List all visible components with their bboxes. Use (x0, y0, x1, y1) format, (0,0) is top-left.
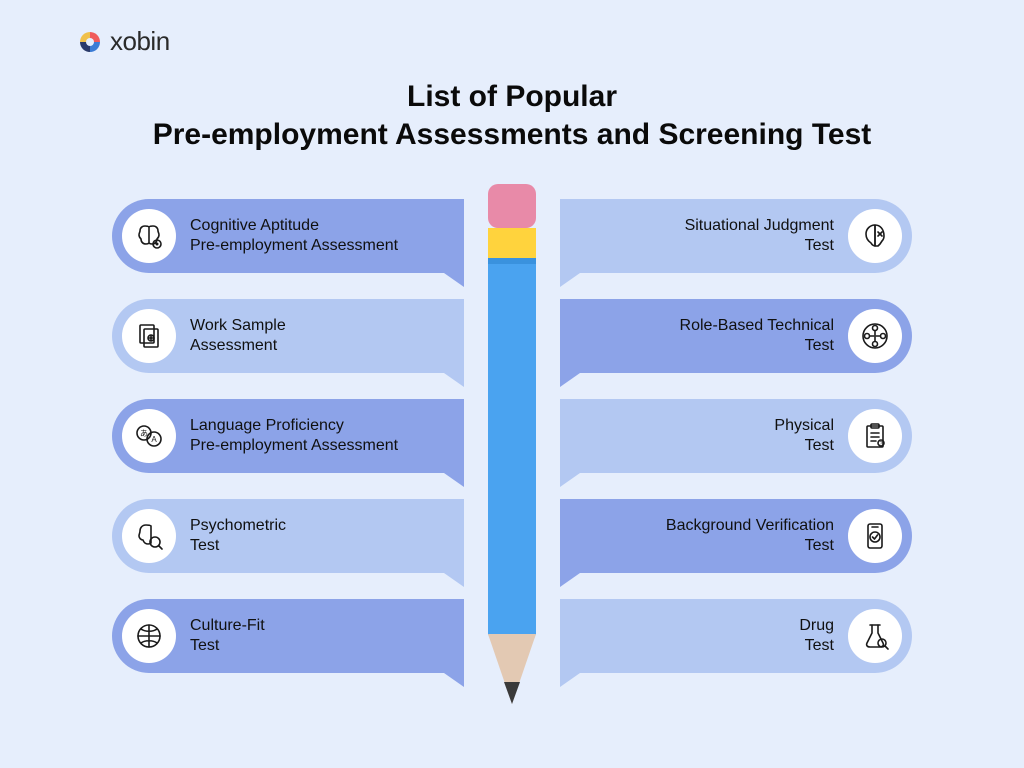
pill-label: Background VerificationTest (666, 516, 834, 556)
speech-tail (444, 673, 464, 687)
speech-tail (444, 473, 464, 487)
language-icon: あA (122, 409, 176, 463)
pill-label: DrugTest (799, 616, 834, 656)
speech-tail (560, 473, 580, 487)
speech-tail (444, 273, 464, 287)
logo-mark-icon (78, 30, 102, 54)
brain-icon (122, 209, 176, 263)
phone-check-icon (848, 509, 902, 563)
speech-tail (444, 373, 464, 387)
pencil-icon (484, 184, 540, 714)
clipboard-icon: ? (848, 409, 902, 463)
speech-tail (560, 273, 580, 287)
lab-icon (848, 609, 902, 663)
brain-search-icon (122, 509, 176, 563)
left-pill-4: Culture-FitTest (112, 599, 464, 673)
svg-text:?: ? (880, 441, 883, 447)
title-line-1: List of Popular (407, 80, 617, 113)
pill-label: Work SampleAssessment (190, 316, 286, 356)
right-pill-0: Situational JudgmentTest (560, 199, 912, 273)
brand-logo: xobin (78, 26, 170, 57)
right-pill-2: PhysicalTest? (560, 399, 912, 473)
left-column: Cognitive AptitudePre-employment Assessm… (112, 199, 464, 673)
documents-icon (122, 309, 176, 363)
title-line-2: Pre-employment Assessments and Screening… (153, 118, 872, 151)
pill-label: Culture-FitTest (190, 616, 265, 656)
pill-label: Language ProficiencyPre-employment Asses… (190, 416, 398, 456)
right-pill-1: Role-Based TechnicalTest (560, 299, 912, 373)
svg-text:A: A (151, 435, 157, 444)
speech-tail (560, 573, 580, 587)
pill-label: PsychometricTest (190, 516, 286, 556)
left-pill-3: PsychometricTest (112, 499, 464, 573)
speech-tail (560, 673, 580, 687)
left-pill-0: Cognitive AptitudePre-employment Assessm… (112, 199, 464, 273)
svg-text:あ: あ (140, 429, 148, 438)
right-pill-4: DrugTest (560, 599, 912, 673)
left-pill-1: Work SampleAssessment (112, 299, 464, 373)
pill-label: Cognitive AptitudePre-employment Assessm… (190, 216, 398, 256)
right-column: Situational JudgmentTest Role-Based Techn… (560, 199, 912, 673)
left-pill-2: あA Language ProficiencyPre-employment Ass… (112, 399, 464, 473)
pill-label: PhysicalTest (774, 416, 834, 456)
right-pill-3: Background VerificationTest (560, 499, 912, 573)
brand-name: xobin (110, 26, 170, 57)
pill-label: Role-Based TechnicalTest (680, 316, 834, 356)
speech-tail (444, 573, 464, 587)
pill-label: Situational JudgmentTest (685, 216, 834, 256)
roles-icon (848, 309, 902, 363)
speech-tail (560, 373, 580, 387)
half-brain-icon (848, 209, 902, 263)
page-title: List of Popular Pre-employment Assessmen… (0, 78, 1024, 153)
culture-icon (122, 609, 176, 663)
